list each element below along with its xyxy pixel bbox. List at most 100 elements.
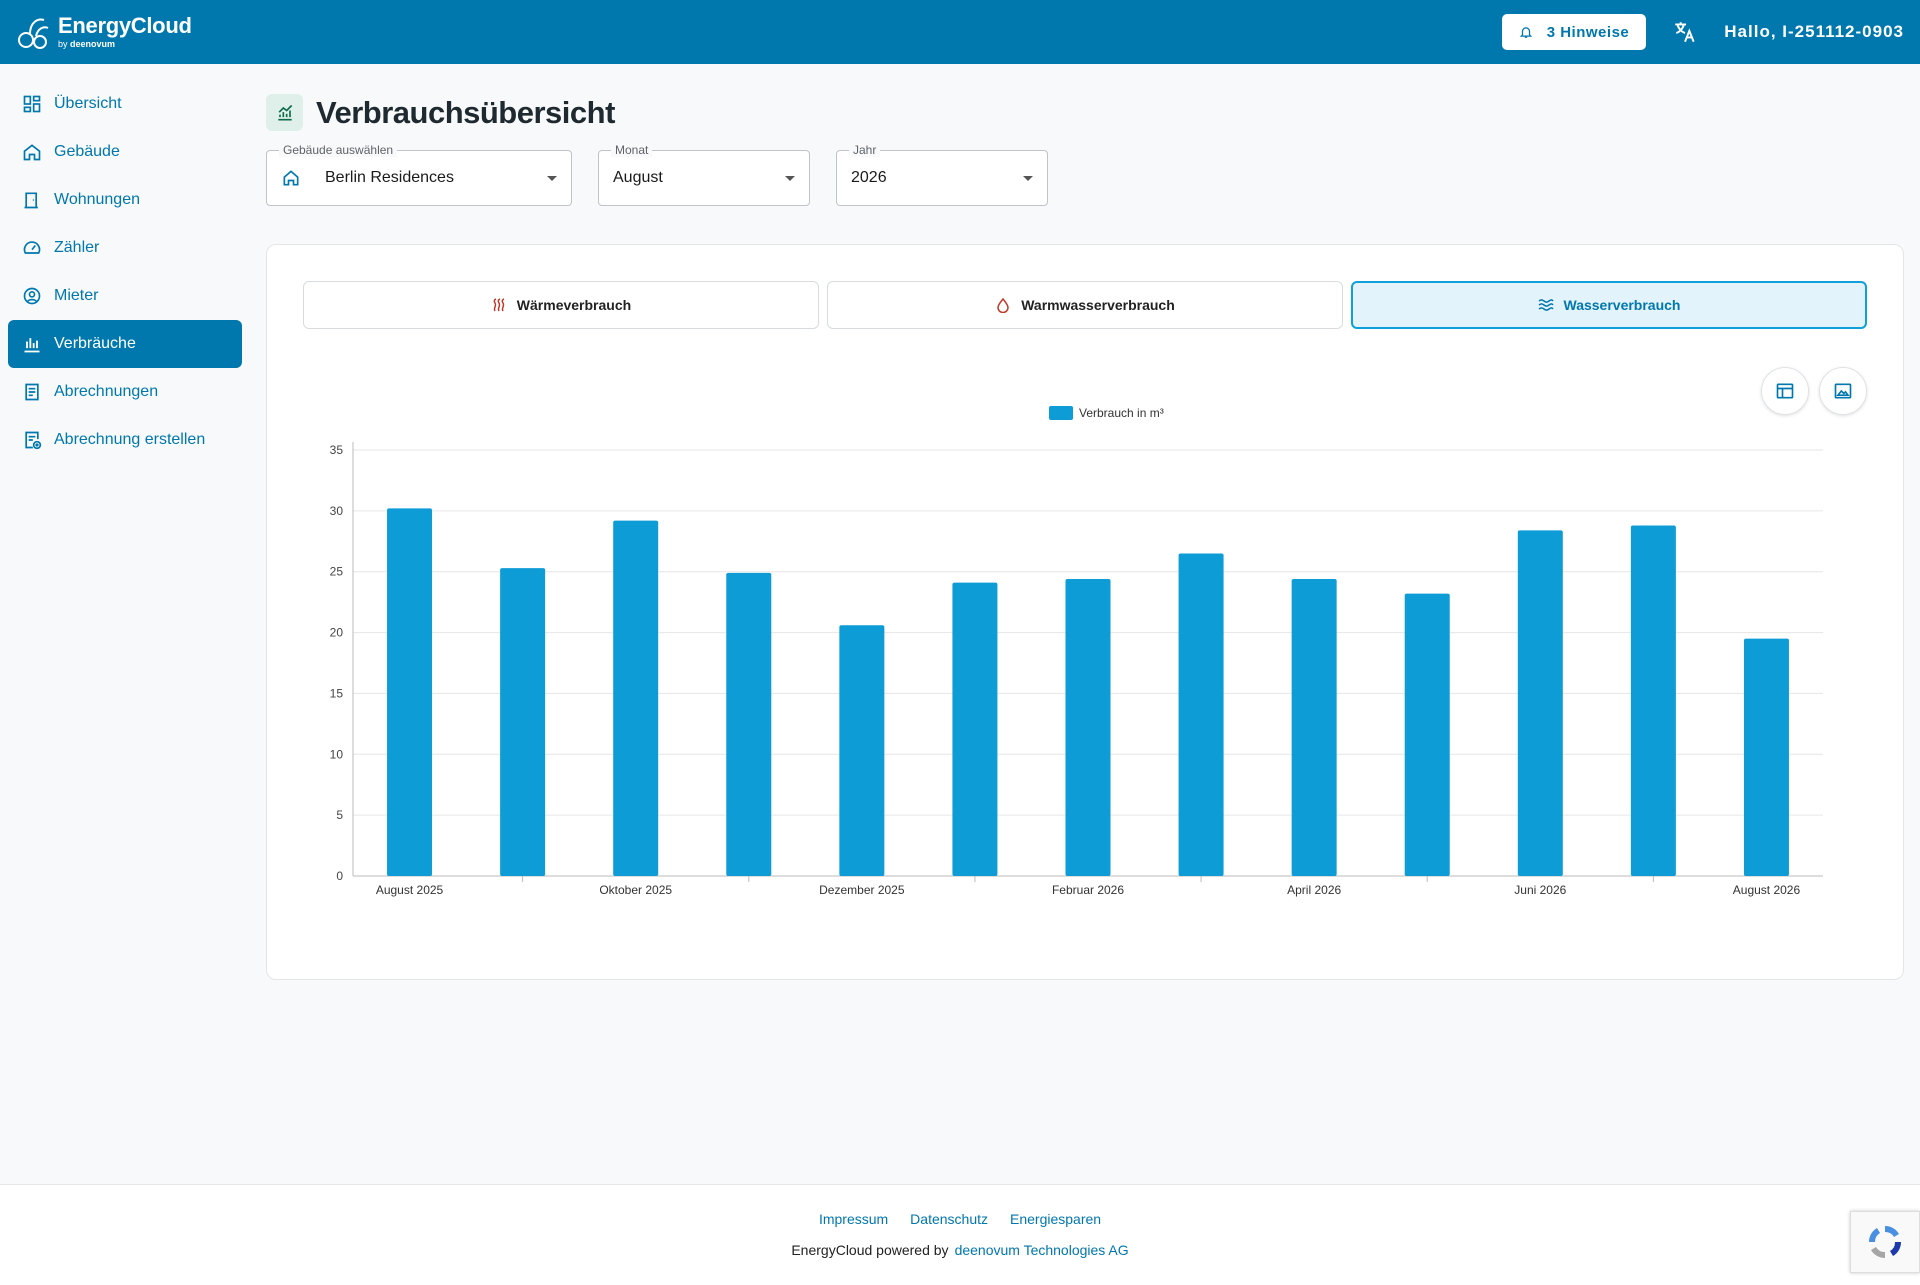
x-tick-label: August 2025 [376,883,444,897]
year-select-label: Jahr [849,143,881,157]
brand-logo[interactable]: EnergyCloud by deenovum [16,12,192,52]
chart-actions [1761,367,1867,415]
chart-trend-icon [277,104,292,120]
x-tick-label: Oktober 2025 [599,883,672,897]
y-tick-label: 10 [330,747,344,761]
brand-name: EnergyCloud [58,13,192,38]
page-header: Verbrauchsübersicht [266,94,615,131]
sidebar-item-label: Übersicht [54,95,122,112]
month-select-label: Monat [611,143,653,157]
receipt-add-icon [25,431,42,450]
chevron-down-icon [785,175,795,181]
y-tick-label: 25 [330,565,344,579]
consumption-bar-chart: Verbrauch in m³ 0 5 10 15 20 25 30 35 August 2025… [330,406,1823,897]
bar-2 [500,568,546,876]
year-select-value: 2026 [851,169,887,186]
sidebar-item-gebaeude[interactable]: Gebäude [8,128,242,176]
tab-label: Wärmeverbrauch [516,297,632,313]
receipt-icon [25,383,39,401]
brand-sub: by deenovum [58,39,116,49]
tab-warmwasserverbrauch[interactable]: Warmwasserverbrauch [827,281,1343,329]
sidebar-item-label: Abrechnung erstellen [54,431,206,448]
footer-link-energiesparen[interactable]: Energiesparen [1010,1211,1102,1227]
page-footer: Impressum Datenschutz Energiesparen Ener… [0,1184,1920,1285]
company-link[interactable]: deenovum Technologies AG [954,1242,1129,1258]
sidebar-item-wohnungen[interactable]: Wohnungen [8,176,242,224]
energycloud-logo-icon [18,18,49,49]
legend-label: Verbrauch in m³ [1079,406,1164,420]
sidebar-item-label: Wohnungen [54,191,140,208]
month-select[interactable]: Monat August [598,143,810,206]
sidebar-item-label: Verbräuche [54,335,136,352]
y-tick-label: 0 [336,869,343,883]
app-header: EnergyCloud by deenovum 3 Hinweise Hallo… [0,0,1920,64]
building-select-label: Gebäude auswählen [279,143,398,157]
month-select-value: August [613,169,663,186]
legend-swatch [1049,406,1073,420]
chevron-down-icon [1023,175,1033,181]
page-title: Verbrauchsübersicht [316,94,615,130]
y-tick-label: 15 [330,686,344,700]
footer-copyright: EnergyCloud powered by deenovum Technolog… [0,1242,1920,1258]
x-tick-label: Juni 2026 [1514,883,1566,897]
bar-8 [1178,553,1224,876]
building-select-value: Berlin Residences [325,169,454,186]
translate-icon[interactable] [1672,19,1698,45]
gauge-icon [23,241,41,254]
bar-6 [952,582,998,876]
consumption-card: Wärmeverbrauch Warmwasserverbrauch Wasse… [266,244,1904,980]
bar-3 [613,520,659,876]
y-tick-label: 35 [330,443,344,457]
notifications-button[interactable]: 3 Hinweise [1501,14,1647,50]
bar-10 [1404,593,1450,876]
sidebar-item-uebersicht[interactable]: Übersicht [8,80,242,128]
x-tick-label: April 2026 [1287,883,1341,897]
bar-12 [1630,525,1676,876]
recaptcha-icon [1868,1225,1902,1259]
bar-11 [1517,530,1563,876]
footer-link-impressum[interactable]: Impressum [818,1211,889,1227]
bar-13 [1743,638,1789,876]
sidebar-item-label: Gebäude [54,143,120,160]
image-icon [1834,383,1852,399]
notifications-label: 3 Hinweise [1546,23,1630,41]
bell-icon [1519,27,1532,38]
bar-1 [387,508,433,876]
water-waves-icon [1538,299,1554,311]
tab-waermeverbrauch[interactable]: Wärmeverbrauch [303,281,819,329]
building-select[interactable]: Gebäude auswählen Berlin Residences [266,143,572,206]
y-tick-label: 5 [336,808,343,822]
x-tick-label: Dezember 2025 [819,883,905,897]
y-tick-label: 30 [330,504,344,518]
recaptcha-badge[interactable] [1850,1211,1920,1273]
sidebar-item-abrechnungen[interactable]: Abrechnungen [8,368,242,416]
table-icon [1776,383,1794,399]
home-icon [283,170,299,186]
main-content: Verbrauchsübersicht Gebäude auswählen Be… [250,64,1920,984]
table-view-button[interactable] [1761,367,1809,415]
tab-wasserverbrauch[interactable]: Wasserverbrauch [1351,281,1867,329]
sidebar-nav: Übersicht Gebäude Wohnungen Zähler Miete… [0,64,250,1184]
title-icon-box [266,94,303,131]
image-export-button[interactable] [1819,367,1867,415]
sidebar-item-label: Zähler [54,239,100,256]
sidebar-item-verbraeuche[interactable]: Verbräuche [8,320,242,368]
x-tick-label: August 2026 [1733,883,1801,897]
y-tick-label: 20 [330,626,344,640]
bar-9 [1291,579,1337,876]
footer-link-datenschutz[interactable]: Datenschutz [910,1211,988,1227]
user-greeting[interactable]: Hallo, I-251112-0903 [1724,22,1904,41]
year-select[interactable]: Jahr 2026 [836,143,1048,206]
bar-chart-icon [24,338,40,353]
drop-icon [997,297,1009,313]
sidebar-item-label: Abrechnungen [54,383,159,400]
sidebar-item-zaehler[interactable]: Zähler [8,224,242,272]
sidebar-item-mieter[interactable]: Mieter [8,272,242,320]
tab-label: Wasserverbrauch [1563,297,1681,313]
consumption-tabs: Wärmeverbrauch Warmwasserverbrauch Wasse… [303,281,1867,329]
filter-bar: Gebäude auswählen Berlin Residences Mona… [266,143,1048,206]
tab-label: Warmwasserverbrauch [1021,297,1175,313]
chevron-down-icon [547,175,557,181]
user-circle-icon [23,287,41,305]
sidebar-item-abrechnung-erstellen[interactable]: Abrechnung erstellen [8,416,242,464]
